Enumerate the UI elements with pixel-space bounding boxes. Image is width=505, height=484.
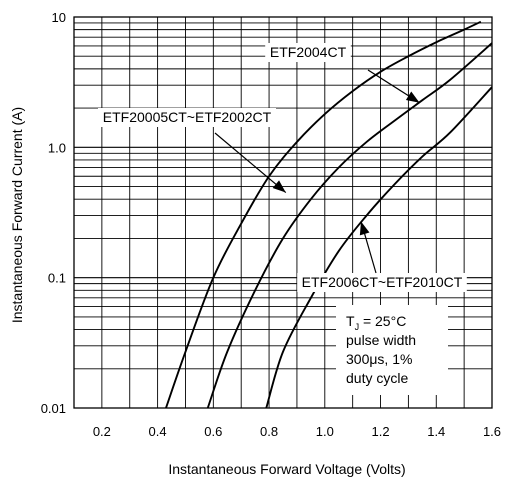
x-tick-label: 1.0 <box>316 424 334 439</box>
annotation-label-bg <box>265 43 351 62</box>
y-tick-label: 10 <box>52 10 66 25</box>
y-axis-label: Instantaneous Forward Current (A) <box>9 107 25 323</box>
grid <box>74 17 492 408</box>
annotation-label: ETF2004CT <box>270 44 347 60</box>
annotation-label-bg <box>98 108 276 127</box>
tick-labels: 0.2 0.4 0.6 0.8 1.0 1.2 1.4 1.6 0.01 0.1 1.0 10 <box>41 10 501 439</box>
x-tick-label: 0.4 <box>149 424 167 439</box>
tj-subscript: J <box>355 322 360 332</box>
x-tick-label: 1.4 <box>427 424 445 439</box>
annotation-arrow-line <box>214 132 287 193</box>
annotation-label: ETF20005CT~ETF2002CT <box>103 109 272 125</box>
annotation-arrowhead <box>359 221 370 236</box>
tj-symbol: T <box>346 313 355 329</box>
y-tick-label: 0.1 <box>48 271 66 286</box>
test-conditions: TJ = 25°C pulse width 300μs, 1% duty cyc… <box>336 305 448 395</box>
y-tick-label: 1.0 <box>48 140 66 155</box>
annotation-arrowhead <box>405 91 420 103</box>
conditions-duty-cycle: duty cycle <box>346 370 408 386</box>
conditions-tj: TJ = 25°C <box>346 313 406 332</box>
annotation-label: ETF2006CT~ETF2010CT <box>302 274 463 290</box>
conditions-box <box>336 305 448 395</box>
series-curve-2 <box>206 42 492 408</box>
y-tick-label: 0.01 <box>41 401 66 416</box>
x-axis-label: Instantaneous Forward Voltage (Volts) <box>168 461 405 477</box>
series-curve-3 <box>265 86 492 408</box>
plot-frame <box>73 16 493 409</box>
annotation-label-bg <box>297 273 467 292</box>
x-tick-label: 1.2 <box>371 424 389 439</box>
conditions-pulse-width: pulse width <box>346 332 416 348</box>
x-tick-label: 0.2 <box>93 424 111 439</box>
tj-value: = 25°C <box>359 313 406 329</box>
conditions-duration: 300μs, 1% <box>346 351 412 367</box>
series-curve-1 <box>165 20 482 408</box>
annotations: ETF2004CT ETF20005CT~ETF2002CT ETF2006CT~E… <box>98 43 467 292</box>
x-tick-label: 1.6 <box>483 424 501 439</box>
annotation-arrowhead <box>272 180 286 193</box>
curves <box>165 20 492 408</box>
x-tick-label: 0.8 <box>260 424 278 439</box>
x-tick-label: 0.6 <box>204 424 222 439</box>
